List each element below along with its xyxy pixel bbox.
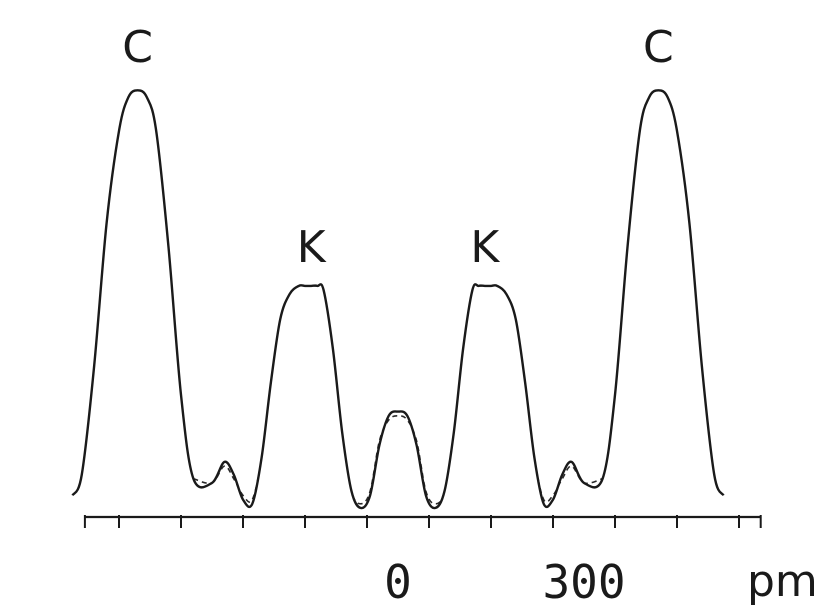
series-line-solid [71,89,725,510]
peak-labels: C K K C [122,22,674,273]
peak-label-k-right: K [470,222,500,273]
plot-area [71,89,725,510]
x-axis-unit-label: pm [747,556,818,607]
peak-label-c-right: C [643,22,674,73]
peak-label-c-left: C [122,22,153,73]
series-line-dashed [193,283,603,505]
tick-label-zero: 0 [384,555,412,609]
x-axis-ticks [83,515,762,528]
x-axis: 0 300 pm [83,515,818,609]
tick-label-300: 300 [542,555,625,609]
peak-label-k-left: K [297,222,327,273]
